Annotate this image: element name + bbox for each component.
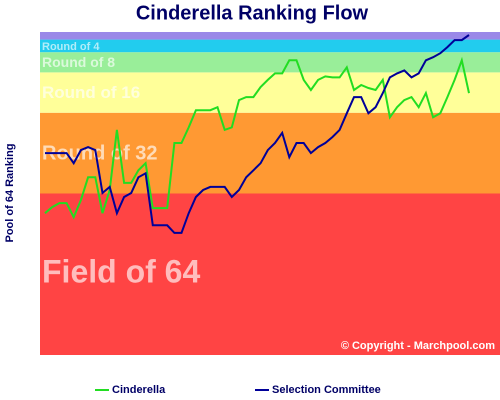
series-line [45,34,470,234]
series-line [44,56,470,220]
band-label: Round of 16 [42,83,140,102]
band [40,39,500,53]
band [40,32,500,40]
band-label: Field of 64 [42,254,200,290]
annotation: © Copyright - Marchpool.com [341,340,495,352]
band [40,112,500,194]
chart-title: Cinderella Ranking Flow [136,2,369,24]
band [40,193,500,355]
legend-label: Cinderella [112,384,166,396]
y-axis-label: Pool of 64 Ranking [4,143,16,242]
legend-label: Selection Committee [272,384,381,396]
band-label: Round of 4 [42,41,100,53]
band [40,52,500,73]
band-label: Round of 8 [42,54,115,70]
